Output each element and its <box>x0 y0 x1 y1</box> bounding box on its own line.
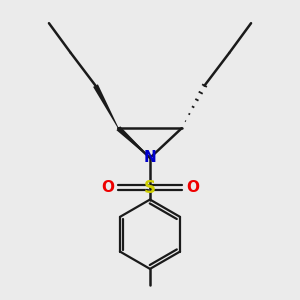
Text: N: N <box>144 150 156 165</box>
Polygon shape <box>116 126 150 158</box>
Polygon shape <box>93 84 118 128</box>
Text: O: O <box>186 180 199 195</box>
Text: S: S <box>144 178 156 196</box>
Text: O: O <box>101 180 114 195</box>
